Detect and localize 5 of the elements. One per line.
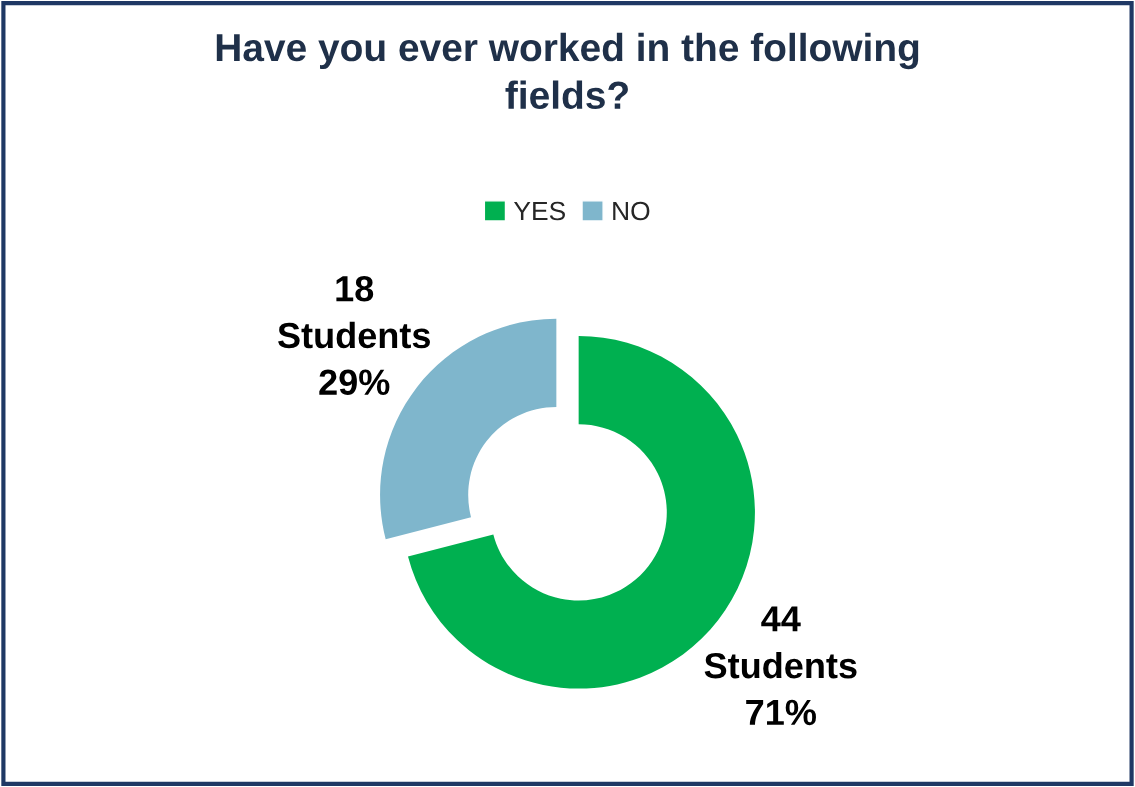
chart-title: Have you ever worked in the following fields?: [216, 32, 919, 110]
data-label: 18 Students 29%: [278, 275, 430, 396]
legend-label: NO: [613, 201, 650, 221]
legend-label: YES: [513, 201, 565, 221]
data-label: 44 Students 71%: [704, 606, 857, 726]
